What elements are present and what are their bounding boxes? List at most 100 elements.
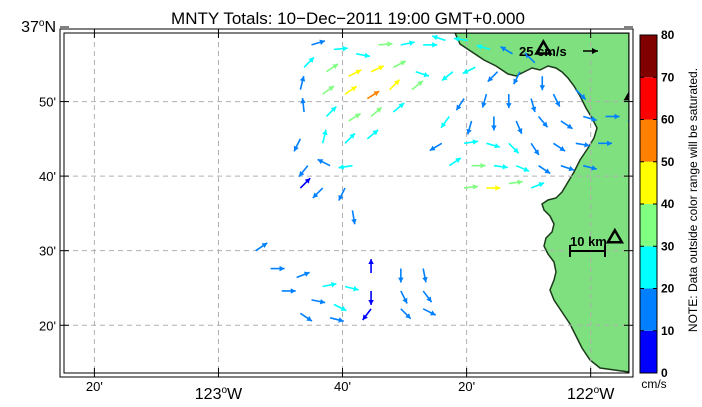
colorbar-segment-1: [640, 288, 657, 331]
current-vector-91: [344, 285, 359, 292]
current-vector-32: [552, 93, 561, 107]
current-vector-64: [471, 162, 486, 169]
current-vector-9: [500, 45, 513, 55]
current-vector-75: [508, 179, 523, 186]
colorbar-tick-label-7: 70: [661, 70, 675, 84]
current-vector-20: [512, 71, 521, 85]
current-vector-6: [431, 34, 446, 42]
current-vector-61: [317, 158, 331, 167]
colorbar-segment-6: [640, 77, 657, 120]
current-vector-40: [466, 120, 473, 135]
x-axis: 20' 123oW 40' 20' 122oW: [86, 29, 615, 403]
current-vector-44: [560, 120, 573, 130]
current-vector-87: [255, 242, 268, 252]
current-vector-11: [303, 56, 315, 68]
current-vector-3: [378, 41, 393, 47]
colorbar-segment-4: [640, 161, 657, 204]
current-vectors: [255, 34, 629, 323]
current-vector-78: [368, 259, 374, 274]
current-vector-59: [598, 140, 613, 147]
current-vector-92: [281, 288, 296, 294]
current-vector-5: [423, 42, 438, 48]
current-vector-23: [322, 85, 335, 95]
current-vector-79: [398, 268, 404, 283]
scale-bar-label: 10 km: [570, 234, 607, 249]
scale-bar: 10 km: [569, 234, 607, 257]
current-vector-8: [476, 44, 491, 51]
reference-arrow-label: 25 cm/s: [519, 44, 567, 59]
current-vector-74: [486, 185, 501, 191]
current-vector-56: [530, 142, 540, 156]
current-vector-19: [487, 71, 499, 83]
current-vector-49: [321, 129, 328, 144]
reference-arrow: 25 cm/s: [519, 44, 598, 59]
colorbar-segment-2: [640, 246, 657, 289]
current-vector-36: [348, 112, 362, 122]
colorbar-tick-label-0: 0: [661, 366, 668, 380]
current-vector-22: [299, 75, 306, 90]
current-vector-30: [506, 94, 512, 109]
current-vector-73: [464, 184, 479, 190]
current-vector-80: [422, 268, 428, 283]
current-vector-96: [329, 317, 344, 323]
y-tick-label-2: 40': [39, 169, 56, 184]
current-vector-66: [515, 164, 530, 172]
current-vector-69: [583, 164, 597, 171]
current-vector-88: [270, 265, 285, 272]
current-vector-82: [400, 290, 408, 304]
current-vector-25: [366, 90, 380, 100]
current-vector-21: [539, 76, 546, 91]
current-vector-48: [293, 138, 302, 152]
current-vector-7: [453, 36, 468, 42]
current-vector-15: [393, 60, 407, 68]
land-area: [454, 33, 629, 373]
current-vector-51: [366, 129, 379, 140]
station-marker-1: [534, 38, 553, 55]
current-vector-1: [333, 45, 348, 52]
current-vector-29: [481, 93, 488, 108]
current-vector-81: [368, 290, 374, 305]
y-axis: 37oN 50' 40' 30' 20': [21, 18, 633, 333]
current-vector-28: [455, 98, 465, 111]
colorbar-tick-label-2: 20: [661, 282, 675, 296]
current-vector-50: [344, 132, 356, 144]
current-vector-46: [605, 113, 620, 120]
current-vector-53: [464, 139, 479, 145]
current-vector-57: [552, 142, 566, 152]
current-vector-2: [356, 52, 371, 59]
current-vector-10: [524, 52, 536, 64]
y-tick-label-3: 30': [39, 244, 56, 259]
y-tick-label-0: 37oN: [21, 18, 56, 36]
plot-frame-outer: [59, 28, 634, 378]
current-vector-58: [575, 142, 590, 148]
current-vector-39: [440, 116, 450, 129]
current-vector-76: [530, 182, 545, 189]
station-marker-3: [605, 227, 625, 244]
colorbar: 0 10 20 30 40 50 60 70 80: [639, 28, 675, 380]
current-vector-70: [299, 177, 311, 189]
plot-frame: [63, 32, 630, 374]
current-vector-31: [530, 98, 537, 113]
current-vector-16: [415, 70, 430, 78]
current-vector-94: [333, 303, 347, 312]
x-tick-label-4: 122oW: [567, 385, 615, 403]
current-vector-72: [338, 187, 346, 201]
current-vector-71: [312, 187, 324, 199]
current-vector-43: [537, 115, 549, 128]
current-vector-54: [486, 142, 501, 149]
current-vector-90: [322, 282, 337, 288]
current-vector-85: [400, 308, 412, 320]
current-vector-17: [441, 71, 454, 82]
y-tick-label-4: 20': [39, 318, 56, 333]
current-vector-52: [429, 142, 443, 152]
current-vector-42: [515, 120, 523, 135]
current-vector-24: [344, 85, 358, 95]
colorbar-tick-label-5: 50: [661, 155, 675, 169]
colorbar-tick-label-8: 80: [661, 28, 675, 42]
current-vector-33: [575, 89, 587, 101]
current-vector-65: [493, 164, 508, 170]
colorbar-tick-label-6: 60: [661, 113, 675, 127]
colorbar-segment-3: [640, 204, 657, 247]
ocean-background: [64, 33, 629, 373]
